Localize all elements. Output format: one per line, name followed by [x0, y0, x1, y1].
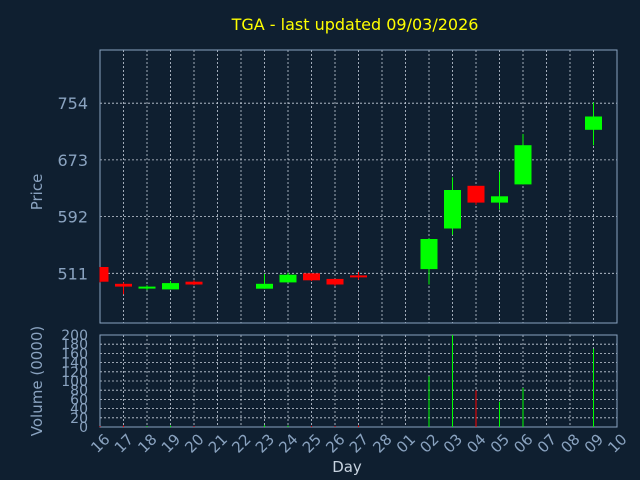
- candle-body: [444, 190, 461, 229]
- x-tick-label: 09: [581, 430, 607, 456]
- volume-tick-label: 40: [70, 402, 88, 418]
- volume-tick-label: 140: [61, 356, 88, 372]
- volume-tick-label: 0: [79, 420, 88, 436]
- candle-body: [514, 145, 532, 185]
- x-tick-label: 21: [205, 430, 231, 456]
- candle-body: [467, 185, 485, 203]
- x-tick-label: 16: [87, 430, 113, 456]
- volume-tick-label: 180: [61, 337, 88, 353]
- volume-tick-label: 80: [70, 383, 88, 399]
- x-tick-label: 17: [111, 430, 137, 456]
- x-tick-label: 02: [416, 430, 442, 456]
- volume-tick-label: 20: [70, 411, 88, 427]
- volume-tick-label: 160: [61, 346, 88, 362]
- x-tick-label: 18: [134, 430, 160, 456]
- price-tick-label: 754: [57, 94, 88, 113]
- chart-title: TGA - last updated 09/03/2026: [231, 15, 479, 34]
- candle-body: [350, 275, 367, 278]
- x-tick-label: 23: [252, 430, 278, 456]
- x-tick-label: 24: [275, 430, 301, 456]
- price-tick-label: 511: [57, 264, 88, 283]
- x-tick-label: 06: [510, 430, 536, 456]
- candle-body: [420, 239, 438, 270]
- x-tick-label: 27: [346, 430, 372, 456]
- x-tick-label: 07: [534, 430, 560, 456]
- volume-tick-label: 200: [61, 328, 88, 344]
- price-panel-frame: [99, 49, 618, 324]
- candle-body: [100, 267, 109, 282]
- volume-tick-label: 100: [61, 374, 88, 390]
- price-axis-label: Price: [28, 174, 46, 211]
- volume-tick-label: 60: [70, 392, 88, 408]
- candle-body: [162, 283, 179, 290]
- candle-body: [326, 278, 344, 285]
- x-tick-label: 26: [322, 430, 348, 456]
- candle-body: [491, 196, 508, 203]
- x-tick-label: 03: [440, 430, 466, 456]
- x-tick-label: 28: [369, 430, 395, 456]
- candle-body: [303, 273, 320, 281]
- candle-body: [115, 283, 132, 287]
- x-tick-label: 19: [158, 430, 184, 456]
- x-axis-label: Day: [332, 458, 362, 476]
- x-tick-label: 01: [393, 430, 419, 456]
- x-tick-label: 10: [604, 430, 630, 456]
- x-tick-label: 25: [299, 430, 325, 456]
- volume-tick-label: 120: [61, 365, 88, 381]
- candle-body: [256, 283, 273, 289]
- price-tick-label: 673: [57, 151, 88, 170]
- x-tick-label: 22: [228, 430, 254, 456]
- candle-body: [279, 274, 297, 283]
- x-tick-label: 04: [463, 430, 489, 456]
- candle-body: [185, 281, 203, 285]
- candle-body: [138, 286, 156, 289]
- candle-body: [585, 116, 602, 130]
- x-tick-label: 05: [487, 430, 513, 456]
- x-tick-label: 20: [181, 430, 207, 456]
- volume-axis-label: Volume (0000): [28, 326, 46, 436]
- x-tick-label: 08: [557, 430, 583, 456]
- price-tick-label: 592: [57, 208, 88, 227]
